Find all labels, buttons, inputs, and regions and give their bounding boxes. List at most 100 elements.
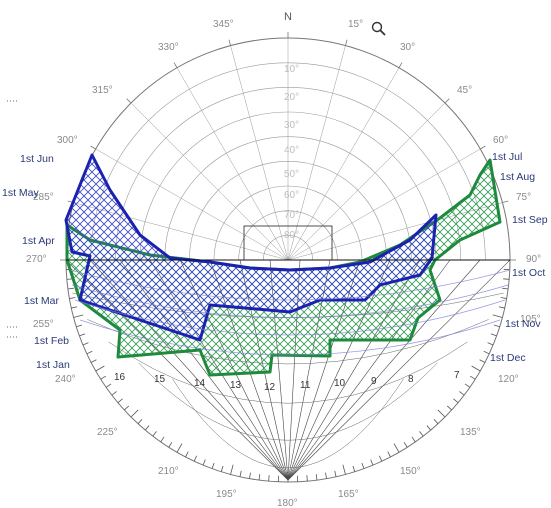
magnifier-icon[interactable] <box>373 23 386 36</box>
month-label-may: 1st May <box>2 187 40 199</box>
azimuth-tick <box>480 146 485 149</box>
altitude-labels: 10° 20° 30° 40° 50° 60° 70° 80° <box>284 64 299 241</box>
azimuth-tick <box>419 431 423 436</box>
azimuth-label-270: 270° <box>26 254 47 265</box>
altitude-label-70: 70° <box>284 210 299 221</box>
azimuth-tick <box>502 201 508 203</box>
azimuth-label-135: 135° <box>460 427 481 438</box>
azimuth-label-315: 315° <box>92 85 113 96</box>
azimuth-tick <box>465 384 470 387</box>
azimuth-label-300: 300° <box>57 135 78 146</box>
azimuth-tick <box>269 475 270 481</box>
azimuth-tick <box>249 473 250 479</box>
azimuth-label-180: 180° <box>277 498 298 508</box>
hour-label-13: 13 <box>230 380 242 391</box>
azimuth-label-165: 165° <box>338 489 359 500</box>
azimuth-tick <box>412 437 415 442</box>
azimuth-tick <box>96 366 105 371</box>
azimuth-tick <box>212 463 214 469</box>
azimuth-tick <box>194 456 197 461</box>
azimuth-tick <box>316 474 317 480</box>
azimuth-tick <box>221 466 223 472</box>
month-label-jan: 1st Jan <box>36 359 70 371</box>
declination-curve <box>139 363 438 440</box>
azimuth-tick <box>480 360 485 363</box>
hour-labels: 16 15 14 13 12 11 10 9 8 7 <box>114 370 460 393</box>
month-label-aug: 1st Aug <box>500 171 535 183</box>
azimuth-tick <box>488 343 494 345</box>
azimuth-label-90: 90° <box>526 254 541 265</box>
azimuth-tick <box>470 376 475 379</box>
azimuth-tick <box>101 376 106 379</box>
azimuth-tick <box>472 366 481 371</box>
azimuth-label-240: 240° <box>55 374 76 385</box>
azimuth-tick <box>399 63 402 68</box>
month-label-nov: 1st Nov <box>505 318 541 330</box>
altitude-label-10: 10° <box>284 64 299 75</box>
azimuth-label-120: 120° <box>498 374 519 385</box>
azimuth-tick <box>76 325 82 327</box>
hour-label-16: 16 <box>114 372 126 383</box>
month-label-oct: 1st Oct <box>512 267 545 279</box>
hour-label-12: 12 <box>264 382 276 393</box>
azimuth-label-255: 255° <box>33 319 54 330</box>
azimuth-label-45: 45° <box>457 85 472 96</box>
azimuth-tick <box>501 298 507 299</box>
azimuth-tick <box>131 410 138 417</box>
azimuth-tick <box>491 334 497 336</box>
azimuth-label-75: 75° <box>516 192 531 203</box>
azimuth-tick <box>503 279 509 280</box>
altitude-label-30: 30° <box>284 120 299 131</box>
altitude-label-60: 60° <box>284 190 299 201</box>
month-label-jun: 1st Jun <box>20 153 54 165</box>
azimuth-tick <box>259 474 260 480</box>
azimuth-tick <box>445 99 449 103</box>
azimuth-tick <box>447 406 451 410</box>
azimuth-tick <box>353 466 355 472</box>
azimuth-tick <box>438 410 445 417</box>
altitude-label-80: 80° <box>284 230 299 241</box>
azimuth-tick <box>499 307 505 308</box>
altitude-label-40: 40° <box>284 145 299 156</box>
declination-curve <box>172 379 403 468</box>
azimuth-tick <box>185 452 188 457</box>
azimuth-tick <box>343 465 346 475</box>
azimuth-tick <box>229 40 231 46</box>
azimuth-tick <box>153 431 157 436</box>
azimuth-tick <box>127 99 131 103</box>
hour-label-10: 10 <box>334 378 346 389</box>
azimuth-tick <box>174 63 177 68</box>
altitude-label-50: 50° <box>284 169 299 180</box>
azimuth-tick <box>91 146 96 149</box>
azimuth-tick <box>484 351 489 354</box>
hour-label-11: 11 <box>300 380 311 391</box>
azimuth-tick <box>345 40 347 46</box>
azimuth-tick <box>169 442 172 447</box>
azimuth-tick <box>83 343 89 345</box>
azimuth-tick <box>203 460 205 466</box>
azimuth-tick <box>177 444 182 453</box>
azimuth-tick <box>379 456 382 461</box>
azimuth-tick <box>453 399 458 403</box>
azimuth-tick <box>362 463 364 469</box>
azimuth-label-30: 30° <box>400 42 415 53</box>
month-label-apr: 1st Apr <box>22 235 55 247</box>
azimuth-tick <box>494 325 500 327</box>
azimuth-tick <box>112 391 117 395</box>
hour-label-14: 14 <box>194 378 206 389</box>
azimuth-tick <box>74 315 84 318</box>
month-label-feb: 1st Feb <box>34 335 69 347</box>
azimuth-ray <box>231 46 288 260</box>
azimuth-label-15: 15° <box>348 19 363 30</box>
azimuth-tick <box>371 460 373 466</box>
azimuth-tick <box>69 298 75 299</box>
azimuth-tick <box>138 419 142 423</box>
azimuth-tick <box>71 307 77 308</box>
hour-label-9: 9 <box>371 376 377 387</box>
azimuth-tick <box>307 475 308 481</box>
azimuth-label-330: 330° <box>158 42 179 53</box>
hour-label-15: 15 <box>154 374 166 385</box>
month-label-mar: 1st Mar <box>24 295 60 307</box>
azimuth-tick <box>427 425 431 430</box>
